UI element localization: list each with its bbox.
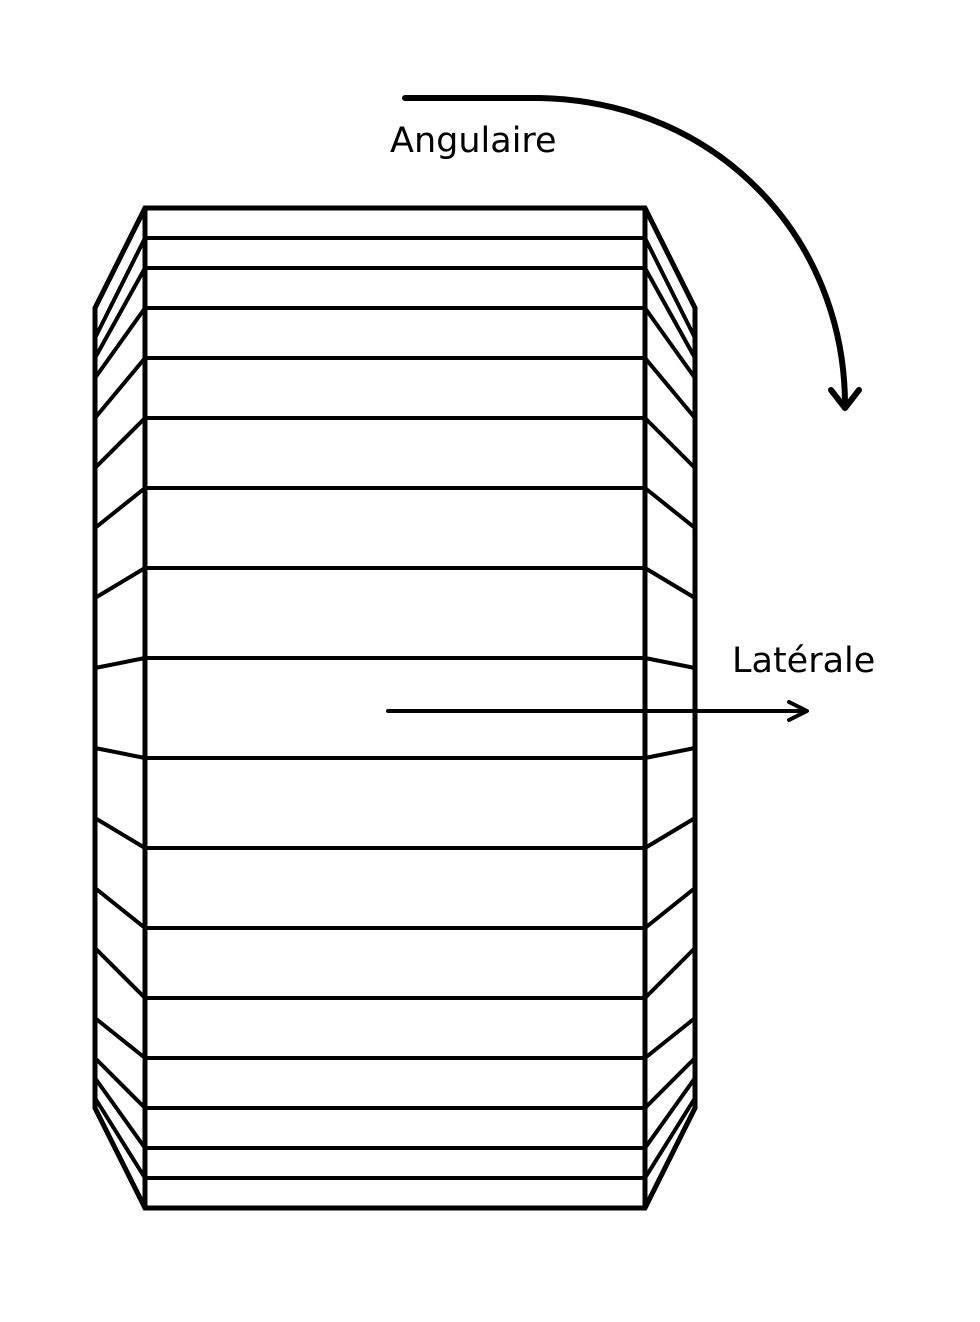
cylinder-left-facet xyxy=(93,1076,147,1150)
cylinder-right-facet xyxy=(643,356,697,420)
cylinder-bands xyxy=(93,236,697,1180)
cylinder-right-facet xyxy=(643,886,697,930)
cylinder-right-facet xyxy=(643,1076,697,1150)
cylinder-right-facet xyxy=(643,416,697,470)
cylinder-left-facet xyxy=(93,1056,147,1110)
cylinder-left-facet xyxy=(93,946,147,1000)
cylinder-left-facet xyxy=(93,486,147,530)
cylinder-right-facet xyxy=(643,1096,697,1180)
cylinder-left-facet xyxy=(93,1016,147,1060)
cylinder-right-facet xyxy=(643,486,697,530)
lateral-label: Latérale xyxy=(732,641,875,681)
cylinder-right-facet xyxy=(643,237,697,339)
cylinder xyxy=(92,205,698,1211)
cylinder-right-facet xyxy=(644,656,696,670)
cylinder-left-facet xyxy=(93,886,147,930)
cylinder-left-facet xyxy=(93,267,147,359)
angular-label: Angulaire xyxy=(390,121,557,161)
angular-arrow xyxy=(402,95,862,411)
cylinder-right-facet xyxy=(644,746,696,760)
cylinder-left-facet xyxy=(93,566,147,600)
cylinder-left-facet xyxy=(93,306,147,380)
cylinder-left-facet xyxy=(94,656,146,670)
cylinder-right-facet xyxy=(643,1056,697,1110)
cylinder-right-facet xyxy=(643,946,697,1000)
cylinder-right-facet xyxy=(643,267,697,359)
cylinder-left-facet xyxy=(93,1096,147,1180)
cylinder-left-facet xyxy=(93,237,147,339)
cylinder-right-facet xyxy=(643,306,697,380)
angular-arrow-head xyxy=(828,387,862,411)
cylinder-right-facet xyxy=(643,566,697,600)
cylinder-left-facet xyxy=(93,816,147,850)
lateral-arrow xyxy=(386,700,809,722)
cylinder-left-facet xyxy=(94,746,146,760)
lateral-arrow-head xyxy=(787,700,809,722)
cylinder-right-facet xyxy=(643,1016,697,1060)
angular-arrow-curve xyxy=(402,95,848,408)
cylinder-left-facet xyxy=(93,356,147,420)
cylinder-left-facet xyxy=(93,416,147,470)
cylinder-right-facet xyxy=(643,816,697,850)
